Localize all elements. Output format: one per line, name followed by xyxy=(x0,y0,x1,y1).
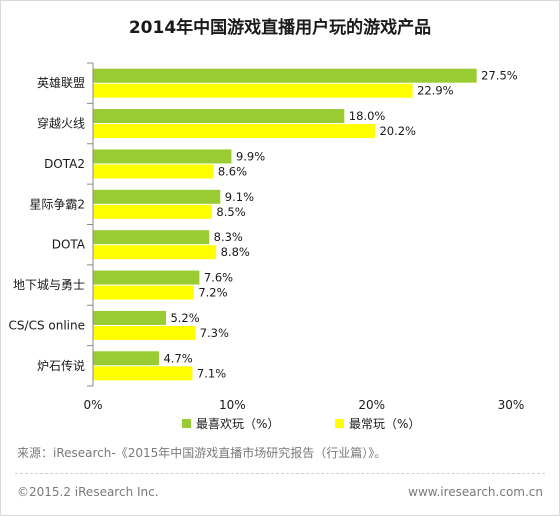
data-label: 4.7% xyxy=(163,351,192,365)
data-label: 20.2% xyxy=(379,124,416,138)
bar-most-played xyxy=(93,204,212,219)
bar-most-liked xyxy=(93,310,166,325)
legend-swatch xyxy=(335,419,344,428)
bar-most-liked xyxy=(93,109,345,124)
bar-most-played xyxy=(93,285,194,300)
data-label: 8.3% xyxy=(214,230,243,244)
footer-divider xyxy=(15,473,545,474)
data-label: 22.9% xyxy=(417,84,454,98)
data-label: 5.2% xyxy=(170,311,199,325)
data-label: 9.1% xyxy=(225,190,254,204)
data-label: 7.3% xyxy=(200,326,229,340)
data-label: 7.2% xyxy=(198,286,227,300)
x-tick-label: 10% xyxy=(219,398,246,412)
category-label: CS/CS online xyxy=(9,318,85,332)
bar-most-liked xyxy=(93,68,477,83)
data-label: 8.5% xyxy=(216,205,245,219)
bar-most-liked xyxy=(93,270,200,285)
bar-chart: 英雄联盟 27.5% 22.9% 穿越火线 18.0%20.2% DOTA2 9.9%8.6… xyxy=(9,62,525,431)
category-label: DOTA2 xyxy=(44,157,85,171)
data-label: 18.0% xyxy=(349,109,386,123)
x-tick-label: 0% xyxy=(83,398,102,412)
category-label: 星际争霸2 xyxy=(29,197,85,211)
category-label: 英雄联盟 xyxy=(37,75,85,90)
category-label: 炉石传说 xyxy=(37,358,85,373)
bar-most-played xyxy=(93,245,217,260)
x-tick-label: 30% xyxy=(498,398,525,412)
bar-most-played xyxy=(93,325,196,340)
legend-label: 最喜欢玩（%） xyxy=(196,416,279,431)
data-label: 7.1% xyxy=(197,366,226,380)
data-label: 27.5% xyxy=(481,69,518,83)
data-label: 8.8% xyxy=(221,245,250,259)
website-text: www.iresearch.com.cn xyxy=(408,485,543,499)
bar-most-liked xyxy=(93,189,221,204)
bar-most-liked xyxy=(93,149,232,164)
category-label: 穿越火线 xyxy=(37,116,85,131)
data-label: 8.6% xyxy=(218,164,247,178)
bar-most-liked xyxy=(93,351,159,366)
category-label: DOTA xyxy=(52,238,86,252)
bar-most-played xyxy=(93,164,214,179)
bar-most-played xyxy=(93,124,375,139)
legend-swatch xyxy=(182,419,191,428)
bar-most-played xyxy=(93,83,413,98)
chart-title: 2014年中国游戏直播用户玩的游戏产品 xyxy=(128,18,432,38)
data-label: 9.9% xyxy=(236,149,265,163)
source-note: 来源：iResearch-《2015年中国游戏直播市场研究报告（行业篇）》。 xyxy=(17,446,387,460)
data-label: 7.6% xyxy=(204,271,233,285)
legend-label: 最常玩（%） xyxy=(349,417,420,431)
x-tick-label: 20% xyxy=(358,398,385,412)
bar-most-played xyxy=(93,366,193,381)
bar-most-liked xyxy=(93,230,210,245)
category-label: 地下城与勇士 xyxy=(13,278,85,292)
copyright-text: ©2015.2 iResearch Inc. xyxy=(17,485,159,499)
